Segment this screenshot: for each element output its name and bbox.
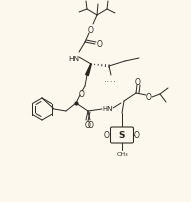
Text: CH₃: CH₃ xyxy=(116,151,128,156)
Text: ....: .... xyxy=(104,77,117,82)
Text: O: O xyxy=(97,39,103,48)
Text: O: O xyxy=(135,77,141,86)
FancyBboxPatch shape xyxy=(111,127,134,143)
Text: O: O xyxy=(88,120,94,129)
Text: O: O xyxy=(88,25,94,34)
Polygon shape xyxy=(86,65,91,76)
Text: N: N xyxy=(106,105,112,112)
Text: O: O xyxy=(85,120,91,129)
Text: S: S xyxy=(119,131,125,140)
Text: HN: HN xyxy=(69,56,79,62)
Text: O: O xyxy=(146,92,152,101)
Text: O: O xyxy=(134,131,140,140)
Text: O: O xyxy=(104,131,110,140)
Text: H: H xyxy=(103,105,107,112)
Text: O: O xyxy=(79,89,85,98)
